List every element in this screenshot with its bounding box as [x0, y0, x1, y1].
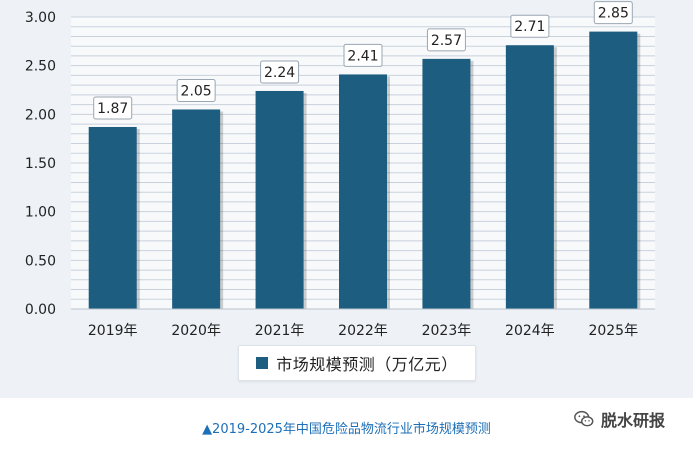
x-tick-label: 2019年 [88, 323, 138, 339]
data-label: 2.41 [347, 48, 378, 64]
x-tick-label: 2021年 [255, 323, 305, 339]
chart-legend: 市场规模预测（万亿元） [238, 345, 476, 381]
data-label-box [426, 28, 466, 52]
watermark: 脱水研报 [573, 407, 665, 431]
x-tick-label: 2024年 [505, 323, 555, 339]
bar-chart: 0.00 0.50 1.00 1.50 2.00 2.50 3.00 1.87 2019年 2.0… [25, 1, 655, 339]
y-tick-label: 2.00 [25, 107, 56, 123]
data-label: 2.24 [264, 65, 295, 81]
data-label-box [593, 1, 633, 25]
x-tick-label: 2022年 [338, 323, 388, 339]
wechat-icon [574, 410, 594, 427]
y-tick-label: 1.00 [25, 205, 56, 221]
chart-frame: 0.00 0.50 1.00 1.50 2.00 2.50 3.00 1.87 2019年 2.0… [0, 0, 693, 398]
legend-label: 市场规模预测（万亿元） [276, 355, 458, 374]
bar [172, 109, 221, 309]
bar [422, 58, 471, 309]
bar [505, 45, 554, 310]
y-tick-label: 3.00 [25, 10, 56, 26]
data-label-box [260, 60, 300, 84]
data-label-box [93, 96, 133, 120]
x-tick-label: 2020年 [171, 323, 221, 339]
data-label: 2.05 [181, 83, 212, 99]
data-label: 2.71 [514, 19, 545, 35]
bar [339, 74, 387, 309]
y-tick-label: 0.00 [25, 302, 56, 318]
data-label: 1.87 [97, 101, 128, 117]
y-tick-label: 1.50 [25, 156, 56, 172]
bar [589, 31, 638, 309]
bar [88, 126, 137, 309]
bar [255, 90, 304, 310]
watermark-text: 脱水研报 [600, 411, 665, 430]
data-label: 2.85 [598, 6, 629, 22]
legend-swatch [256, 357, 269, 369]
chart-caption: ▲2019-2025年中国危险品物流行业市场规模预测 [202, 422, 491, 437]
data-label-box [343, 43, 383, 67]
data-label: 2.57 [431, 33, 462, 49]
y-tick-label: 0.50 [25, 253, 56, 269]
y-tick-label: 2.50 [25, 59, 56, 75]
x-tick-label: 2025年 [588, 323, 638, 339]
x-tick-label: 2023年 [422, 323, 472, 339]
data-label-box [176, 78, 216, 102]
data-label-box [510, 14, 550, 38]
